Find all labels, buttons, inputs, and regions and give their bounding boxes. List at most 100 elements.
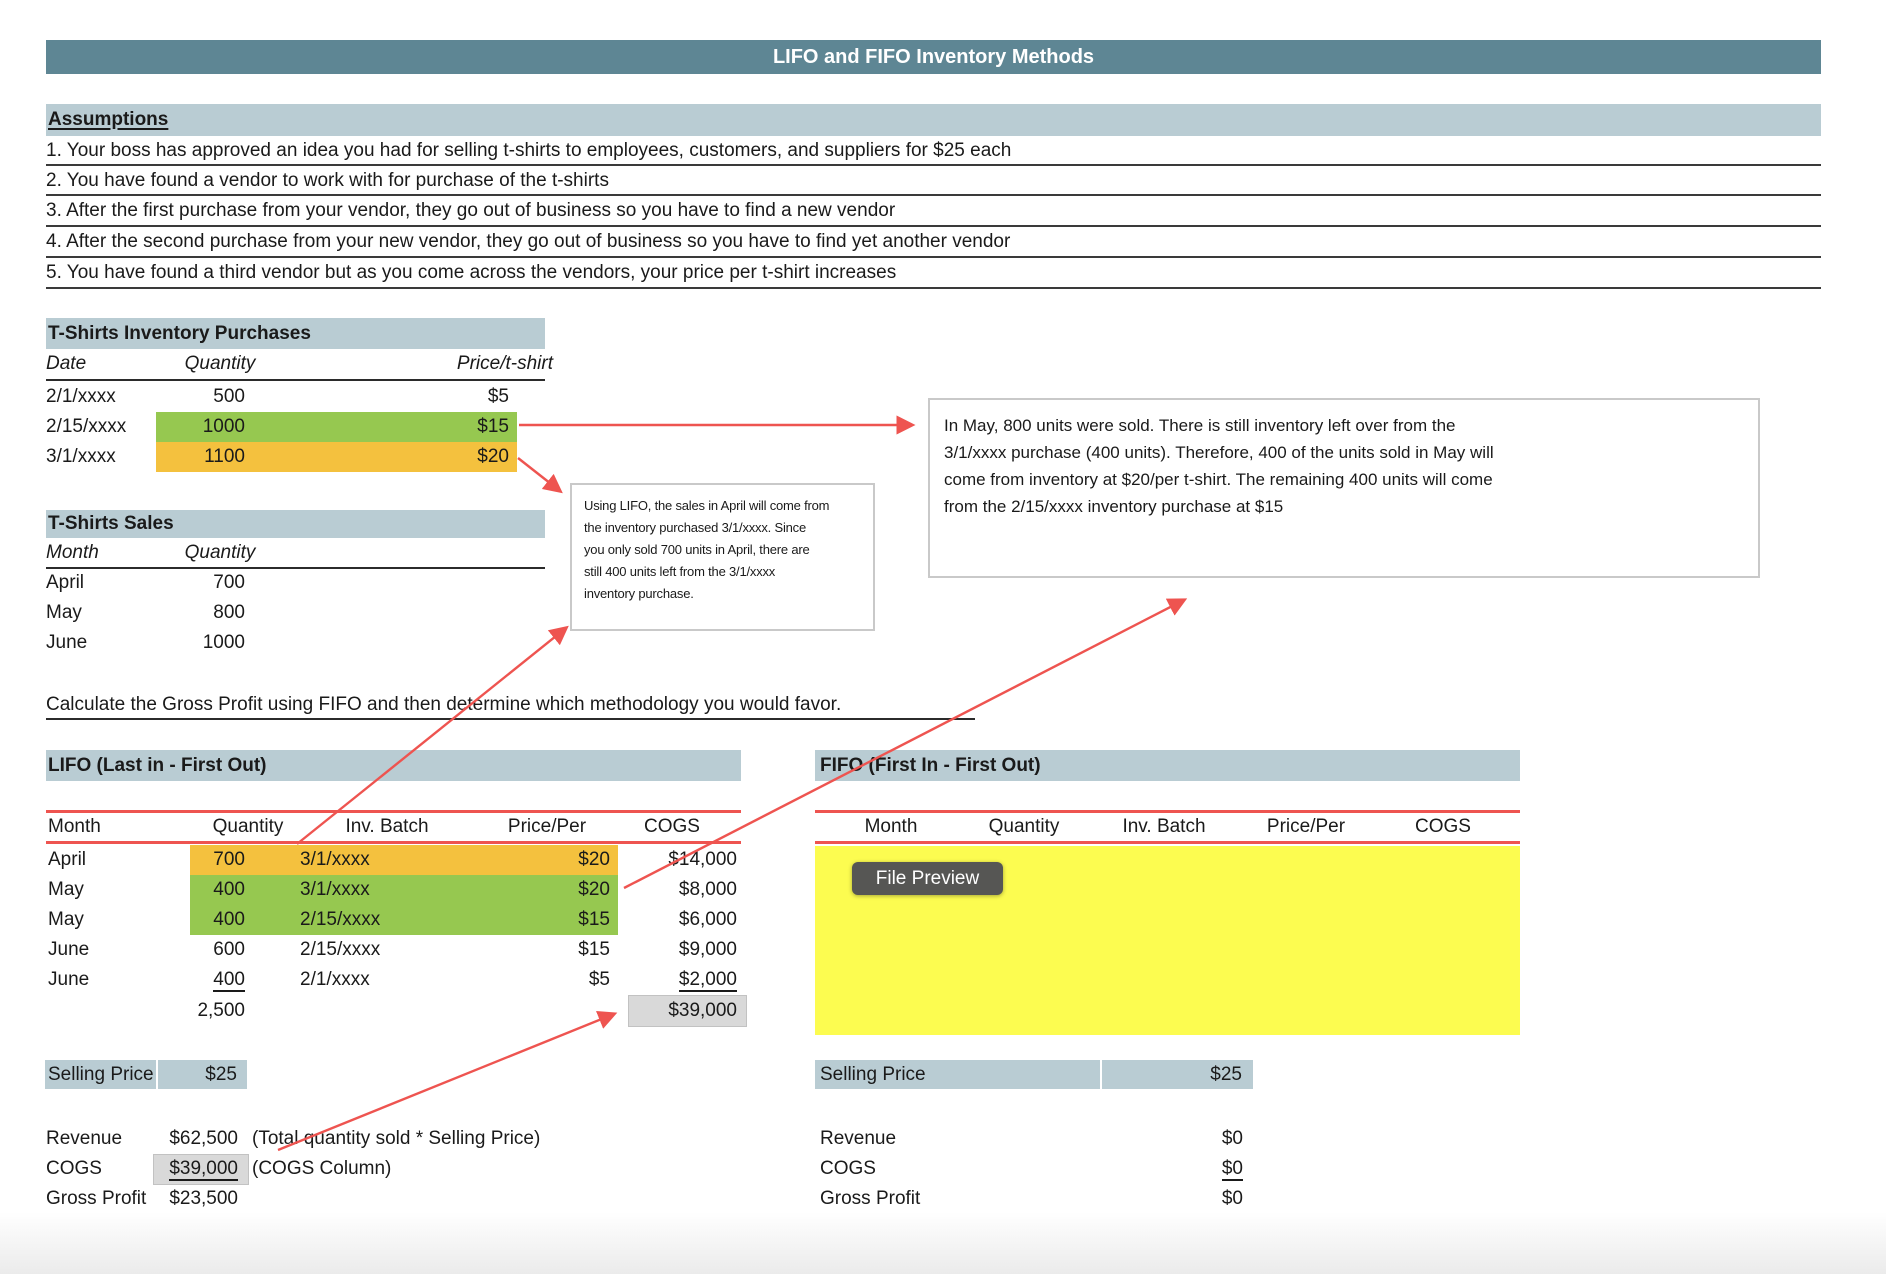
- page-title: LIFO and FIFO Inventory Methods: [46, 40, 1821, 74]
- assumption-item: 4. After the second purchase from your n…: [46, 227, 1821, 258]
- purchase-price: $5: [487, 386, 509, 407]
- lifo-selling-price-bar: [45, 1060, 247, 1089]
- lifo-gross-profit-value: $23,500: [169, 1188, 238, 1209]
- callout-line: In May, 800 units were sold. There is st…: [944, 416, 1456, 435]
- lifo-selling-price-label: Selling Price: [48, 1064, 154, 1085]
- callout-line: inventory purchase.: [584, 586, 694, 601]
- fifo-cogs-value: $0: [1221, 1158, 1243, 1181]
- lifo-month: June: [48, 939, 90, 960]
- fifo-col-price: Price/Per: [1266, 816, 1346, 837]
- purchase-qty: 1000: [202, 416, 245, 437]
- sales-qty: 1000: [202, 632, 245, 653]
- sales-col-quantity: Quantity: [184, 542, 256, 563]
- lifo-qty: 400: [213, 969, 245, 992]
- assumptions-heading: Assumptions: [48, 109, 169, 130]
- purchase-price: $20: [477, 446, 509, 467]
- lifo-price: $15: [578, 909, 610, 930]
- fifo-revenue-value: $0: [1221, 1128, 1243, 1149]
- fifo-col-cogs: COGS: [1415, 816, 1471, 837]
- fifo-selling-price-divider: [1100, 1060, 1102, 1089]
- fifo-gross-profit-label: Gross Profit: [820, 1188, 921, 1209]
- lifo-cogs-value: $39,000: [169, 1158, 238, 1181]
- purchases-header-rule: [46, 379, 545, 381]
- purchase-qty: 1100: [204, 446, 245, 467]
- lifo-revenue-label: Revenue: [46, 1128, 123, 1149]
- lifo-col-month: Month: [48, 816, 101, 837]
- lifo-qty: 700: [213, 849, 245, 870]
- lifo-heading: LIFO (Last in - First Out): [48, 755, 267, 776]
- fifo-selling-price-bar: [815, 1060, 1253, 1089]
- page-bottom-fade: [0, 1212, 1886, 1274]
- lifo-col-cogs: COGS: [644, 816, 700, 837]
- instruction-text: Calculate the Gross Profit using FIFO an…: [46, 694, 842, 715]
- purchases-header-bar: T-Shirts Inventory Purchases: [46, 318, 545, 349]
- lifo-cogs: $6,000: [678, 909, 737, 930]
- lifo-month: April: [48, 849, 87, 870]
- lifo-total-qty: 2,500: [197, 1000, 245, 1021]
- sales-col-month: Month: [46, 542, 99, 563]
- lifo-cogs: $9,000: [678, 939, 737, 960]
- lifo-selling-price-divider: [156, 1060, 158, 1089]
- callout-line: 3/1/xxxx purchase (400 units). Therefore…: [944, 443, 1494, 462]
- lifo-highlight-green: [190, 875, 618, 935]
- fifo-col-month: Month: [864, 816, 918, 837]
- purchase-date: 3/1/xxxx: [46, 446, 116, 467]
- fifo-gross-profit-value: $0: [1221, 1188, 1243, 1209]
- lifo-header-bar: LIFO (Last in - First Out): [46, 750, 741, 781]
- lifo-cogs-note: (COGS Column): [252, 1158, 392, 1179]
- assumption-item: 3. After the first purchase from your ve…: [46, 196, 1821, 227]
- callout-lifo-april: Using LIFO, the sales in April will come…: [570, 483, 875, 631]
- purchases-highlight-green: [156, 412, 517, 442]
- lifo-batch: 2/15/xxxx: [300, 939, 381, 960]
- lifo-price: $20: [578, 849, 610, 870]
- callout-line: Using LIFO, the sales in April will come…: [584, 498, 830, 513]
- lifo-col-price: Price/Per: [507, 816, 587, 837]
- sales-month: May: [46, 602, 82, 623]
- lifo-highlight-orange: [190, 845, 618, 875]
- purchase-qty: 500: [213, 386, 245, 407]
- fifo-heading: FIFO (First In - First Out): [820, 755, 1041, 776]
- lifo-col-batch: Inv. Batch: [345, 816, 429, 837]
- lifo-revenue-note: (Total quantity sold * Selling Price): [252, 1128, 541, 1149]
- file-preview-tooltip: File Preview: [852, 862, 1003, 895]
- assumption-item: 5. You have found a third vendor but as …: [46, 258, 1821, 289]
- arrow-purchase-to-lifo-note: [517, 457, 563, 494]
- fifo-selling-price-label: Selling Price: [820, 1064, 926, 1085]
- purchase-date: 2/1/xxxx: [46, 386, 116, 407]
- fifo-col-batch: Inv. Batch: [1122, 816, 1206, 837]
- lifo-cogs: $14,000: [668, 849, 737, 870]
- purchases-col-quantity: Quantity: [184, 353, 256, 374]
- purchase-date: 2/15/xxxx: [46, 416, 127, 437]
- lifo-qty: 400: [213, 879, 245, 900]
- callout-may: In May, 800 units were sold. There is st…: [928, 398, 1760, 578]
- assumption-item: 2. You have found a vendor to work with …: [46, 166, 1821, 196]
- lifo-cogs-box: [153, 1154, 249, 1185]
- callout-line: from the 2/15/xxxx inventory purchase at…: [944, 497, 1284, 516]
- fifo-revenue-label: Revenue: [820, 1128, 897, 1149]
- sales-qty: 700: [213, 572, 245, 593]
- purchases-heading: T-Shirts Inventory Purchases: [48, 323, 311, 344]
- lifo-qty: 400: [213, 909, 245, 930]
- purchase-price: $15: [477, 416, 509, 437]
- callout-line: you only sold 700 units in April, there …: [584, 542, 810, 557]
- lifo-cogs: $2,000: [678, 969, 737, 992]
- sales-header-rule: [46, 567, 545, 569]
- lifo-batch: 2/15/xxxx: [300, 909, 381, 930]
- lifo-cogs: $8,000: [678, 879, 737, 900]
- instruction-rule: [46, 718, 975, 720]
- lifo-qty: 600: [213, 939, 245, 960]
- lifo-total-cogs-box: [628, 995, 747, 1027]
- lifo-gross-profit-label: Gross Profit: [46, 1188, 147, 1209]
- purchases-col-date: Date: [46, 353, 87, 374]
- sales-month: June: [46, 632, 88, 653]
- fifo-col-quantity: Quantity: [988, 816, 1060, 837]
- lifo-price: $20: [578, 879, 610, 900]
- assumptions-header-bar: Assumptions: [46, 104, 1821, 136]
- fifo-selling-price-value: $25: [1210, 1064, 1242, 1085]
- lifo-cogs-label: COGS: [46, 1158, 102, 1179]
- purchases-highlight-orange: [156, 442, 517, 472]
- sales-month: April: [46, 572, 85, 593]
- callout-line: come from inventory at $20/per t-shirt. …: [944, 470, 1493, 489]
- lifo-col-quantity: Quantity: [212, 816, 284, 837]
